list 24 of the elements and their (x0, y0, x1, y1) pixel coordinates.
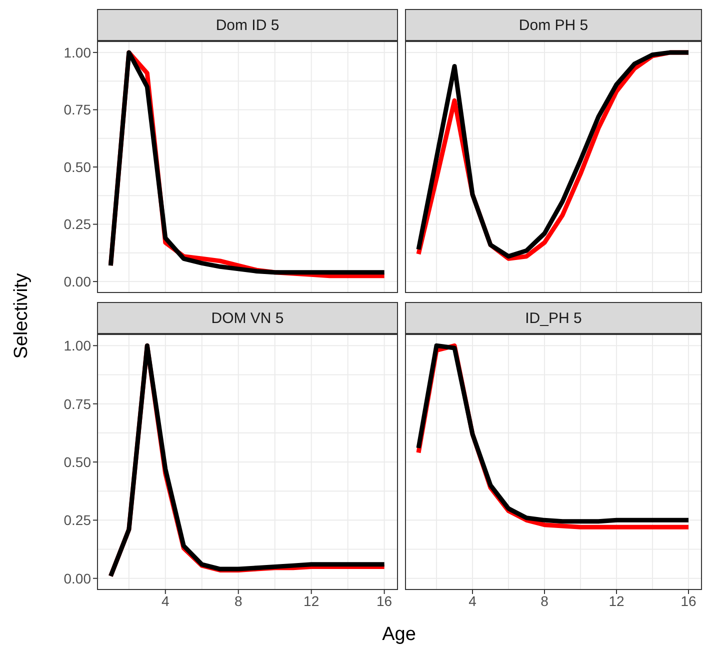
chart-title: Dom PH 5 (405, 9, 702, 41)
x-tick-label: 4 (162, 592, 170, 609)
y-tick-label: 0.00 (64, 274, 92, 290)
y-tick-label: 0.50 (64, 454, 92, 470)
x-tick-label: 16 (376, 592, 392, 609)
y-tick-label: 1.00 (64, 44, 92, 60)
y-tick-label: 0.75 (64, 396, 92, 412)
x-tick-label: 12 (304, 592, 320, 609)
y-tick-label: 0.25 (64, 216, 92, 232)
y-tick-label: 0.50 (64, 158, 92, 175)
x-tick-label: 4 (468, 592, 477, 609)
chart-title: Dom ID 5 (97, 9, 398, 41)
chart-title: ID_PH 5 (405, 302, 702, 334)
x-tick-label: 16 (680, 592, 696, 609)
y-axis-title: Selectivity (11, 273, 33, 359)
x-tick-label: 8 (540, 592, 549, 609)
chart-title: DOM VN 5 (97, 302, 398, 334)
y-tick-label: 0.75 (64, 102, 92, 118)
y-tick-label: 0.25 (64, 512, 92, 528)
x-tick-label: 12 (608, 592, 624, 609)
y-tick-label: 1.00 (64, 338, 92, 354)
x-tick-label: 8 (234, 592, 242, 609)
x-axis-title: Age (382, 624, 416, 646)
y-tick-label: 0.00 (64, 570, 92, 586)
